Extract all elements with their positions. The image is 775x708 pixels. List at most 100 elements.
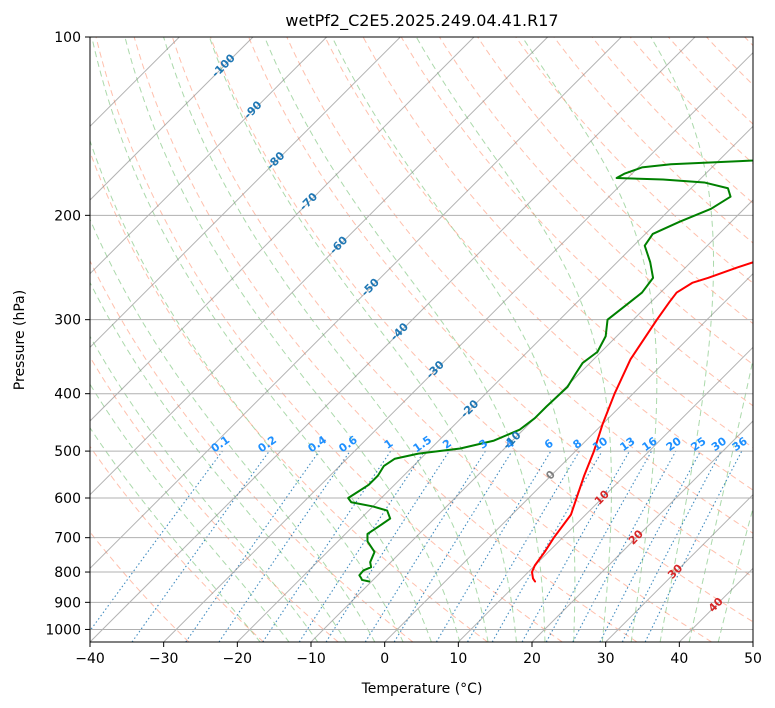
- dry-adiabat-line: [95, 37, 563, 642]
- dry-adiabat-line: [90, 259, 414, 642]
- y-tick-label: 100: [54, 30, 81, 46]
- x-tick-label: −20: [223, 651, 253, 667]
- dry-adiabat-line: [362, 37, 753, 449]
- dry-adiabat-line: [324, 37, 753, 491]
- moist-adiabat-line: [688, 357, 753, 642]
- dry-adiabat-line: [248, 37, 753, 578]
- y-tick-label: 200: [54, 208, 81, 224]
- mixing-ratio-line: [521, 450, 630, 642]
- isotherm-label: -30: [424, 358, 447, 381]
- mixing-ratio-label: 0.4: [306, 433, 330, 455]
- isotherm-label: 10: [592, 487, 612, 507]
- mixing-ratio-label: 0.6: [336, 433, 360, 455]
- x-axis-label: Temperature (°C): [361, 681, 483, 697]
- isotherm-line: [163, 51, 753, 642]
- moist-adiabat-line: [90, 335, 319, 642]
- x-tick-label: −30: [149, 651, 179, 667]
- isotherm-line: [90, 37, 254, 201]
- isotherm-line: [531, 420, 753, 642]
- moist-adiabat-line: [90, 383, 290, 642]
- dry-adiabat-line: [133, 37, 638, 642]
- y-tick-label: 300: [54, 313, 81, 329]
- isotherm-label: 30: [665, 561, 685, 581]
- mixing-ratio-line: [364, 450, 486, 642]
- dry-adiabat-line: [477, 37, 753, 325]
- mixing-ratio-line: [131, 450, 270, 642]
- y-tick-label: 900: [54, 595, 81, 611]
- dry-adiabat-line: [90, 531, 190, 642]
- moist-adiabat-line: [90, 218, 376, 642]
- x-tick-label: 10: [449, 651, 467, 667]
- mixing-ratio-line: [262, 450, 392, 642]
- moist-adiabat-line: [208, 37, 517, 642]
- moist-adiabat-line: [331, 37, 576, 642]
- mixing-ratio-line: [218, 450, 351, 642]
- x-tick-label: 0: [380, 651, 389, 667]
- mixing-ratio-line: [545, 450, 653, 642]
- isotherm-line: [90, 37, 549, 496]
- isotherm-label: -80: [264, 149, 287, 172]
- x-tick-label: 50: [744, 651, 762, 667]
- dry-adiabat-line: [668, 37, 753, 125]
- isotherm-label: 0: [543, 468, 558, 483]
- dry-adiabat-line: [439, 37, 753, 366]
- isotherm-line: [752, 641, 753, 642]
- mixing-ratio-line: [90, 450, 223, 632]
- y-tick-label: 400: [54, 387, 81, 403]
- moist-adiabat-line: [163, 37, 489, 642]
- isotherm-line: [90, 37, 696, 642]
- pressure-gridlines: [90, 37, 753, 630]
- moist-adiabat-line: [90, 281, 347, 642]
- y-tick-label: 600: [54, 491, 81, 507]
- dry-adiabat-line: [553, 37, 753, 244]
- chart-title: wetPf2_C2E5.2025.249.04.41.R17: [285, 11, 558, 31]
- dry-adiabat-line: [515, 37, 753, 284]
- isotherm-line: [90, 37, 475, 422]
- dry-adiabat-line: [629, 37, 753, 165]
- x-tick-label: −10: [296, 651, 326, 667]
- x-tick-label: 40: [670, 651, 688, 667]
- moist-adiabats: [90, 37, 753, 642]
- mixing-ratio-line: [572, 450, 677, 642]
- isotherm-line: [384, 272, 753, 642]
- isotherm-label: -60: [327, 233, 350, 256]
- mixing-ratio-line: [298, 450, 425, 642]
- moist-adiabat-line: [264, 37, 546, 642]
- isotherm-line: [90, 37, 328, 275]
- moist-adiabat-line: [521, 37, 658, 642]
- dry-adiabat-line: [400, 37, 753, 407]
- y-axis-ticks: 1000 900 800 700 600 500 400 300 200 100: [45, 30, 90, 638]
- mixing-ratio-line: [644, 450, 743, 642]
- x-tick-label: 30: [597, 651, 615, 667]
- x-tick-label: −40: [75, 651, 105, 667]
- moist-adiabat-line: [415, 37, 612, 642]
- plot-area: 0.1 0.2 0.4 0.6 1 1.5 2 3 4 6 8 10 13 16 20 25 30 36-100-…: [90, 37, 753, 642]
- isopleth-labels: 0.1 0.2 0.4 0.6 1 1.5 2 3 4 6 8 10 13 16 20 25 30 36-100-…: [209, 51, 750, 615]
- y-tick-label: 1000: [45, 622, 81, 638]
- dry-adiabat-line: [90, 445, 264, 642]
- isotherm-line: [236, 125, 753, 642]
- temperature-profile-line: [530, 261, 753, 583]
- dewpoint-profile-line: [347, 159, 753, 583]
- y-tick-label: 500: [54, 444, 81, 460]
- dry-adiabat-line: [90, 356, 339, 642]
- mixing-ratio-line: [325, 450, 450, 642]
- moist-adiabat-line: [90, 426, 261, 642]
- y-axis-label: Pressure (hPa): [12, 290, 28, 390]
- dry-adiabat-line: [591, 37, 753, 204]
- mixing-ratio-lines: [90, 450, 743, 642]
- plot-frame: [89, 36, 754, 643]
- dry-adiabats: [90, 37, 753, 642]
- mixing-ratio-line: [435, 450, 552, 642]
- moist-adiabat-line: [717, 506, 753, 642]
- dry-adiabat-line: [90, 150, 488, 642]
- moist-adiabat-line: [124, 37, 461, 642]
- isotherm-line: [90, 37, 401, 349]
- mixing-ratio-label: 0.1: [209, 433, 232, 455]
- moist-adiabat-line: [650, 37, 715, 642]
- isotherm-line: [90, 37, 622, 570]
- mixing-ratio-label: 3: [477, 437, 491, 452]
- isotherm-line: [310, 199, 753, 642]
- dry-adiabat-line: [706, 37, 753, 86]
